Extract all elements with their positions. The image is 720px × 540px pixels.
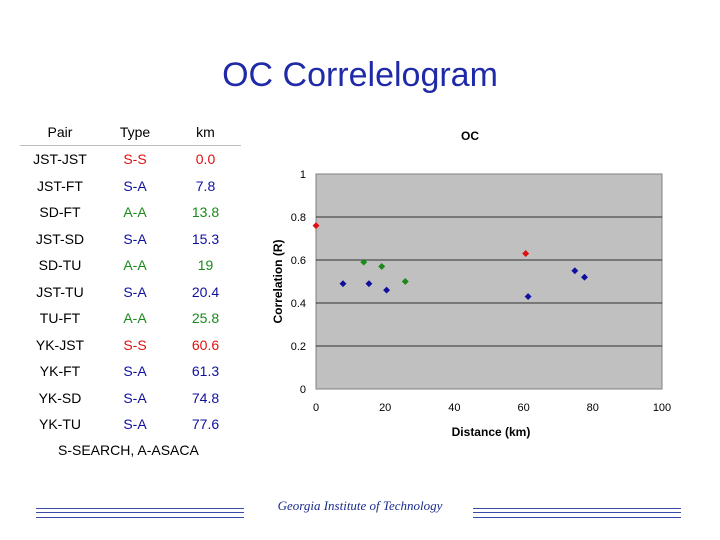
chart-title: OC <box>461 129 479 143</box>
cell-km: 74.8 <box>191 389 220 406</box>
cell-km: 15.3 <box>191 230 220 247</box>
cell-pair: SD-TU <box>38 257 82 274</box>
cell-pair: YK-SD <box>38 389 82 406</box>
table-row: YK-FT S-A 61.3 <box>20 358 241 385</box>
cell-type: S-A <box>123 177 147 194</box>
table-row: TU-FT A-A 25.8 <box>20 305 241 332</box>
y-axis-label: Correlation (R) <box>271 239 285 323</box>
x-axis-label: Distance (km) <box>452 425 531 439</box>
cell-km: 61.3 <box>191 363 220 380</box>
cell-pair: TU-FT <box>39 310 81 327</box>
cell-km: 25.8 <box>191 310 220 327</box>
data-point <box>339 280 347 288</box>
table-row: JST-JST S-S 0.0 <box>20 146 241 173</box>
chart-svg: 0 0.2 0.4 0.6 0.8 1 0 20 40 60 80 100 OC Distance (km… <box>271 129 671 439</box>
cell-type: S-A <box>123 389 147 406</box>
cell-type: S-S <box>123 151 147 168</box>
cell-type: S-A <box>123 230 147 247</box>
header-km: km <box>170 119 241 146</box>
cell-km: 7.8 <box>195 177 216 194</box>
data-point <box>365 280 373 288</box>
cell-type: A-A <box>123 204 147 221</box>
correlogram-chart: 0 0.2 0.4 0.6 0.8 1 0 20 40 60 80 100 OC Distance (km… <box>262 118 702 448</box>
cell-km: 19 <box>197 257 214 274</box>
y-tick-label: 0 <box>300 384 306 396</box>
cell-km: 13.8 <box>191 204 220 221</box>
cell-type: S-A <box>123 416 147 433</box>
x-tick-label: 80 <box>587 402 599 414</box>
x-tick-label: 20 <box>379 402 391 414</box>
cell-pair: YK-TU <box>39 416 81 433</box>
table-row: JST-FT S-A 7.8 <box>20 172 241 199</box>
x-tick-label: 40 <box>448 402 460 414</box>
cell-km: 20.4 <box>191 283 220 300</box>
cell-pair: JST-JST <box>33 151 87 168</box>
cell-km: 0.0 <box>195 151 216 168</box>
plot-area <box>315 173 663 390</box>
data-point <box>524 292 532 301</box>
cell-pair: YK-JST <box>35 336 85 353</box>
x-tick-label: 0 <box>313 402 319 414</box>
data-point <box>522 249 530 258</box>
data-point <box>571 267 579 275</box>
data-point <box>378 262 386 271</box>
header-type: Type <box>100 119 170 146</box>
table-row: JST-SD S-A 15.3 <box>20 225 241 252</box>
y-tick-label: 0.2 <box>291 341 306 353</box>
table-row: JST-TU S-A 20.4 <box>20 278 241 305</box>
y-tick-label: 0.6 <box>291 255 306 267</box>
x-tick-label: 100 <box>653 402 671 414</box>
slide-title: OC Correlelogram <box>222 56 498 94</box>
footer-institution: Georgia Institute of Technology <box>277 498 443 513</box>
x-tick-label: 60 <box>517 402 529 414</box>
data-point <box>360 258 368 266</box>
cell-km: 77.6 <box>191 416 220 433</box>
data-point <box>312 222 320 230</box>
cell-type: S-A <box>123 363 147 380</box>
footer-rule-right <box>473 508 681 518</box>
data-point <box>580 273 589 281</box>
table-row: YK-SD S-A 74.8 <box>20 384 241 411</box>
cell-type: A-A <box>123 257 147 274</box>
table-row: SD-FT A-A 13.8 <box>20 199 241 226</box>
table-row: SD-TU A-A 19 <box>20 252 241 279</box>
table-header-row: Pair Type km <box>20 119 241 146</box>
cell-pair: JST-SD <box>35 230 85 247</box>
cell-type: S-S <box>123 336 147 353</box>
pair-distance-table: Pair Type km JST-JST S-S 0.0 JST-FT S-A 7.8 SD… <box>20 119 241 438</box>
y-tick-label: 0.4 <box>291 298 306 310</box>
type-legend-footnote: S-SEARCH, A-ASACA <box>58 442 199 458</box>
table-body: JST-JST S-S 0.0 JST-FT S-A 7.8 SD-FT A-A 13.8 JST… <box>20 146 241 438</box>
cell-pair: YK-FT <box>39 363 81 380</box>
footer-rule-left <box>36 508 244 518</box>
cell-pair: JST-TU <box>36 283 84 300</box>
data-point <box>401 277 409 286</box>
cell-type: A-A <box>123 310 147 327</box>
table-row: YK-TU S-A 77.6 <box>20 411 241 438</box>
y-tick-label: 1 <box>300 169 306 181</box>
cell-pair: JST-FT <box>37 177 83 194</box>
data-point <box>383 286 391 294</box>
y-tick-label: 0.8 <box>291 212 306 224</box>
cell-km: 60.6 <box>191 336 220 353</box>
header-pair: Pair <box>20 119 100 146</box>
table-row: YK-JST S-S 60.6 <box>20 331 241 358</box>
cell-type: S-A <box>123 283 147 300</box>
cell-pair: SD-FT <box>39 204 81 221</box>
